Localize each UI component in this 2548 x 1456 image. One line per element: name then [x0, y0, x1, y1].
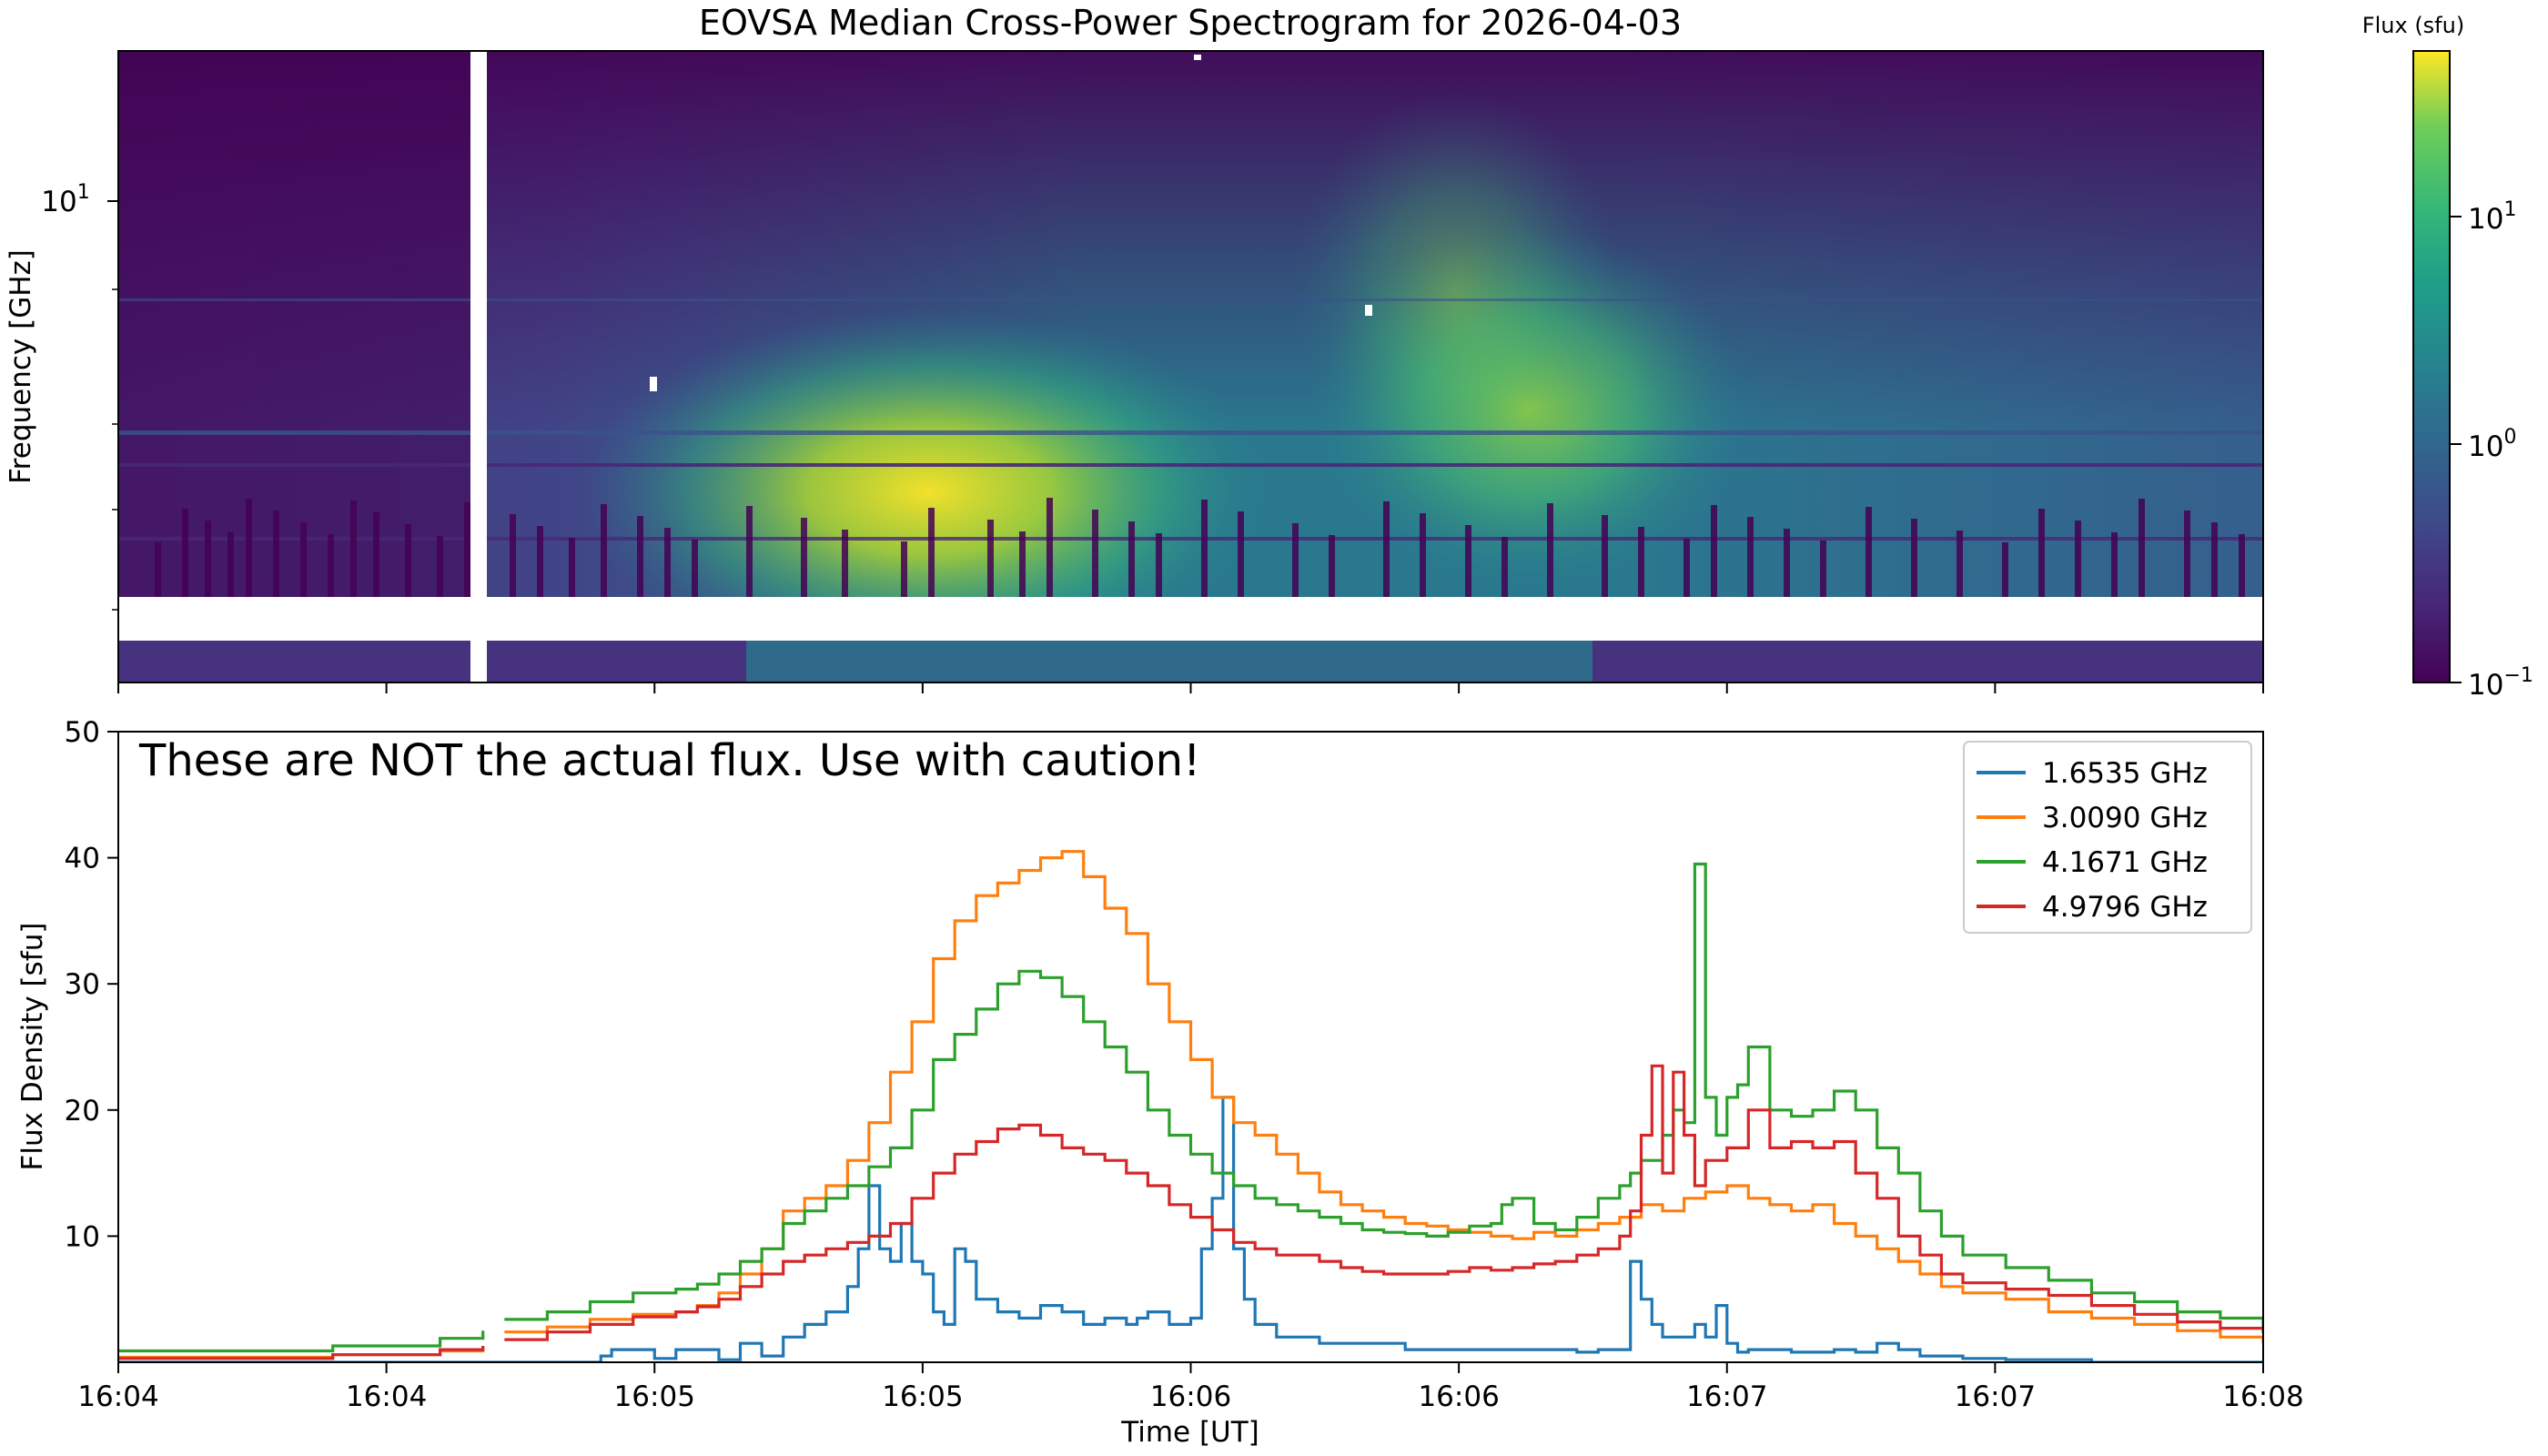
lightcurve-series: [118, 850, 2263, 1362]
lightcurve-x-axis: 16:04 16:04 16:05 16:05 16:06 16:06 16:07 16:07…: [77, 1362, 2304, 1413]
spectrogram-panel: EOVSA Median Cross-Power Spectrogram for…: [5, 3, 2533, 702]
legend-label: 4.9796 GHz: [2042, 891, 2208, 924]
series-line: [118, 1330, 485, 1353]
y-tick-label: 30: [65, 968, 100, 1001]
y-tick-label: 101: [41, 181, 89, 218]
colorbar-tick-label: 10−1: [2468, 664, 2533, 702]
lightcurve-frame: [117, 731, 2264, 1363]
spectrogram-image: [118, 51, 2263, 682]
colorbar-tick-label: 101: [2468, 198, 2516, 236]
series-line: [118, 1346, 485, 1360]
series-line: [504, 862, 2263, 1328]
lightcurve-y-label: Flux Density [sfu]: [16, 923, 49, 1171]
legend-label: 4.1671 GHz: [2042, 846, 2208, 879]
x-tick-label: 16:04: [77, 1380, 158, 1413]
colorbar-gradient: [2412, 50, 2451, 683]
y-tick-label: 10: [65, 1220, 100, 1253]
spectrogram-x-ticks: [117, 682, 2264, 693]
series-line: [118, 1096, 2263, 1362]
x-tick-label: 16:04: [346, 1380, 427, 1413]
spectrogram-y-axis: 101 Frequency [GHz]: [5, 181, 118, 611]
spectrogram-title: EOVSA Median Cross-Power Spectrogram for…: [699, 3, 1682, 43]
x-tick-label: 16:07: [1686, 1380, 1767, 1413]
x-tick-label: 16:08: [2222, 1380, 2303, 1413]
legend-label: 1.6535 GHz: [2042, 757, 2208, 790]
series-line: [504, 850, 2263, 1344]
legend: 1.6535 GHz 3.0090 GHz 4.1671 GHz 4.9796 GHz: [1963, 741, 2252, 934]
x-tick-label: 16:06: [1418, 1380, 1499, 1413]
time-gap-band: [470, 51, 487, 682]
spectrogram-y-label: Frequency [GHz]: [5, 249, 37, 484]
caution-annotation: These are NOT the actual flux. Use with …: [138, 735, 1200, 786]
legend-box: [1963, 741, 2252, 934]
y-tick-label: 20: [65, 1095, 100, 1127]
colorbar-label: Flux (sfu): [2362, 13, 2464, 38]
colorbar-tick-label: 100: [2468, 426, 2516, 463]
y-tick-label: 40: [65, 843, 100, 875]
y-tick-label: 50: [65, 716, 100, 749]
x-tick-label: 16:07: [1955, 1380, 2036, 1413]
lightcurve-y-axis: 10 20 30 40 50: [65, 716, 118, 1253]
lightcurve-x-label: Time [UT]: [1120, 1416, 1259, 1449]
x-tick-label: 16:05: [882, 1380, 963, 1413]
series-line: [504, 1064, 2263, 1341]
frequency-gap-band: [118, 597, 2263, 641]
legend-label: 3.0090 GHz: [2042, 802, 2208, 834]
x-tick-label: 16:05: [614, 1380, 695, 1413]
colorbar: Flux (sfu) 101 100 10−1: [2362, 13, 2533, 702]
x-tick-label: 16:06: [1150, 1380, 1231, 1413]
